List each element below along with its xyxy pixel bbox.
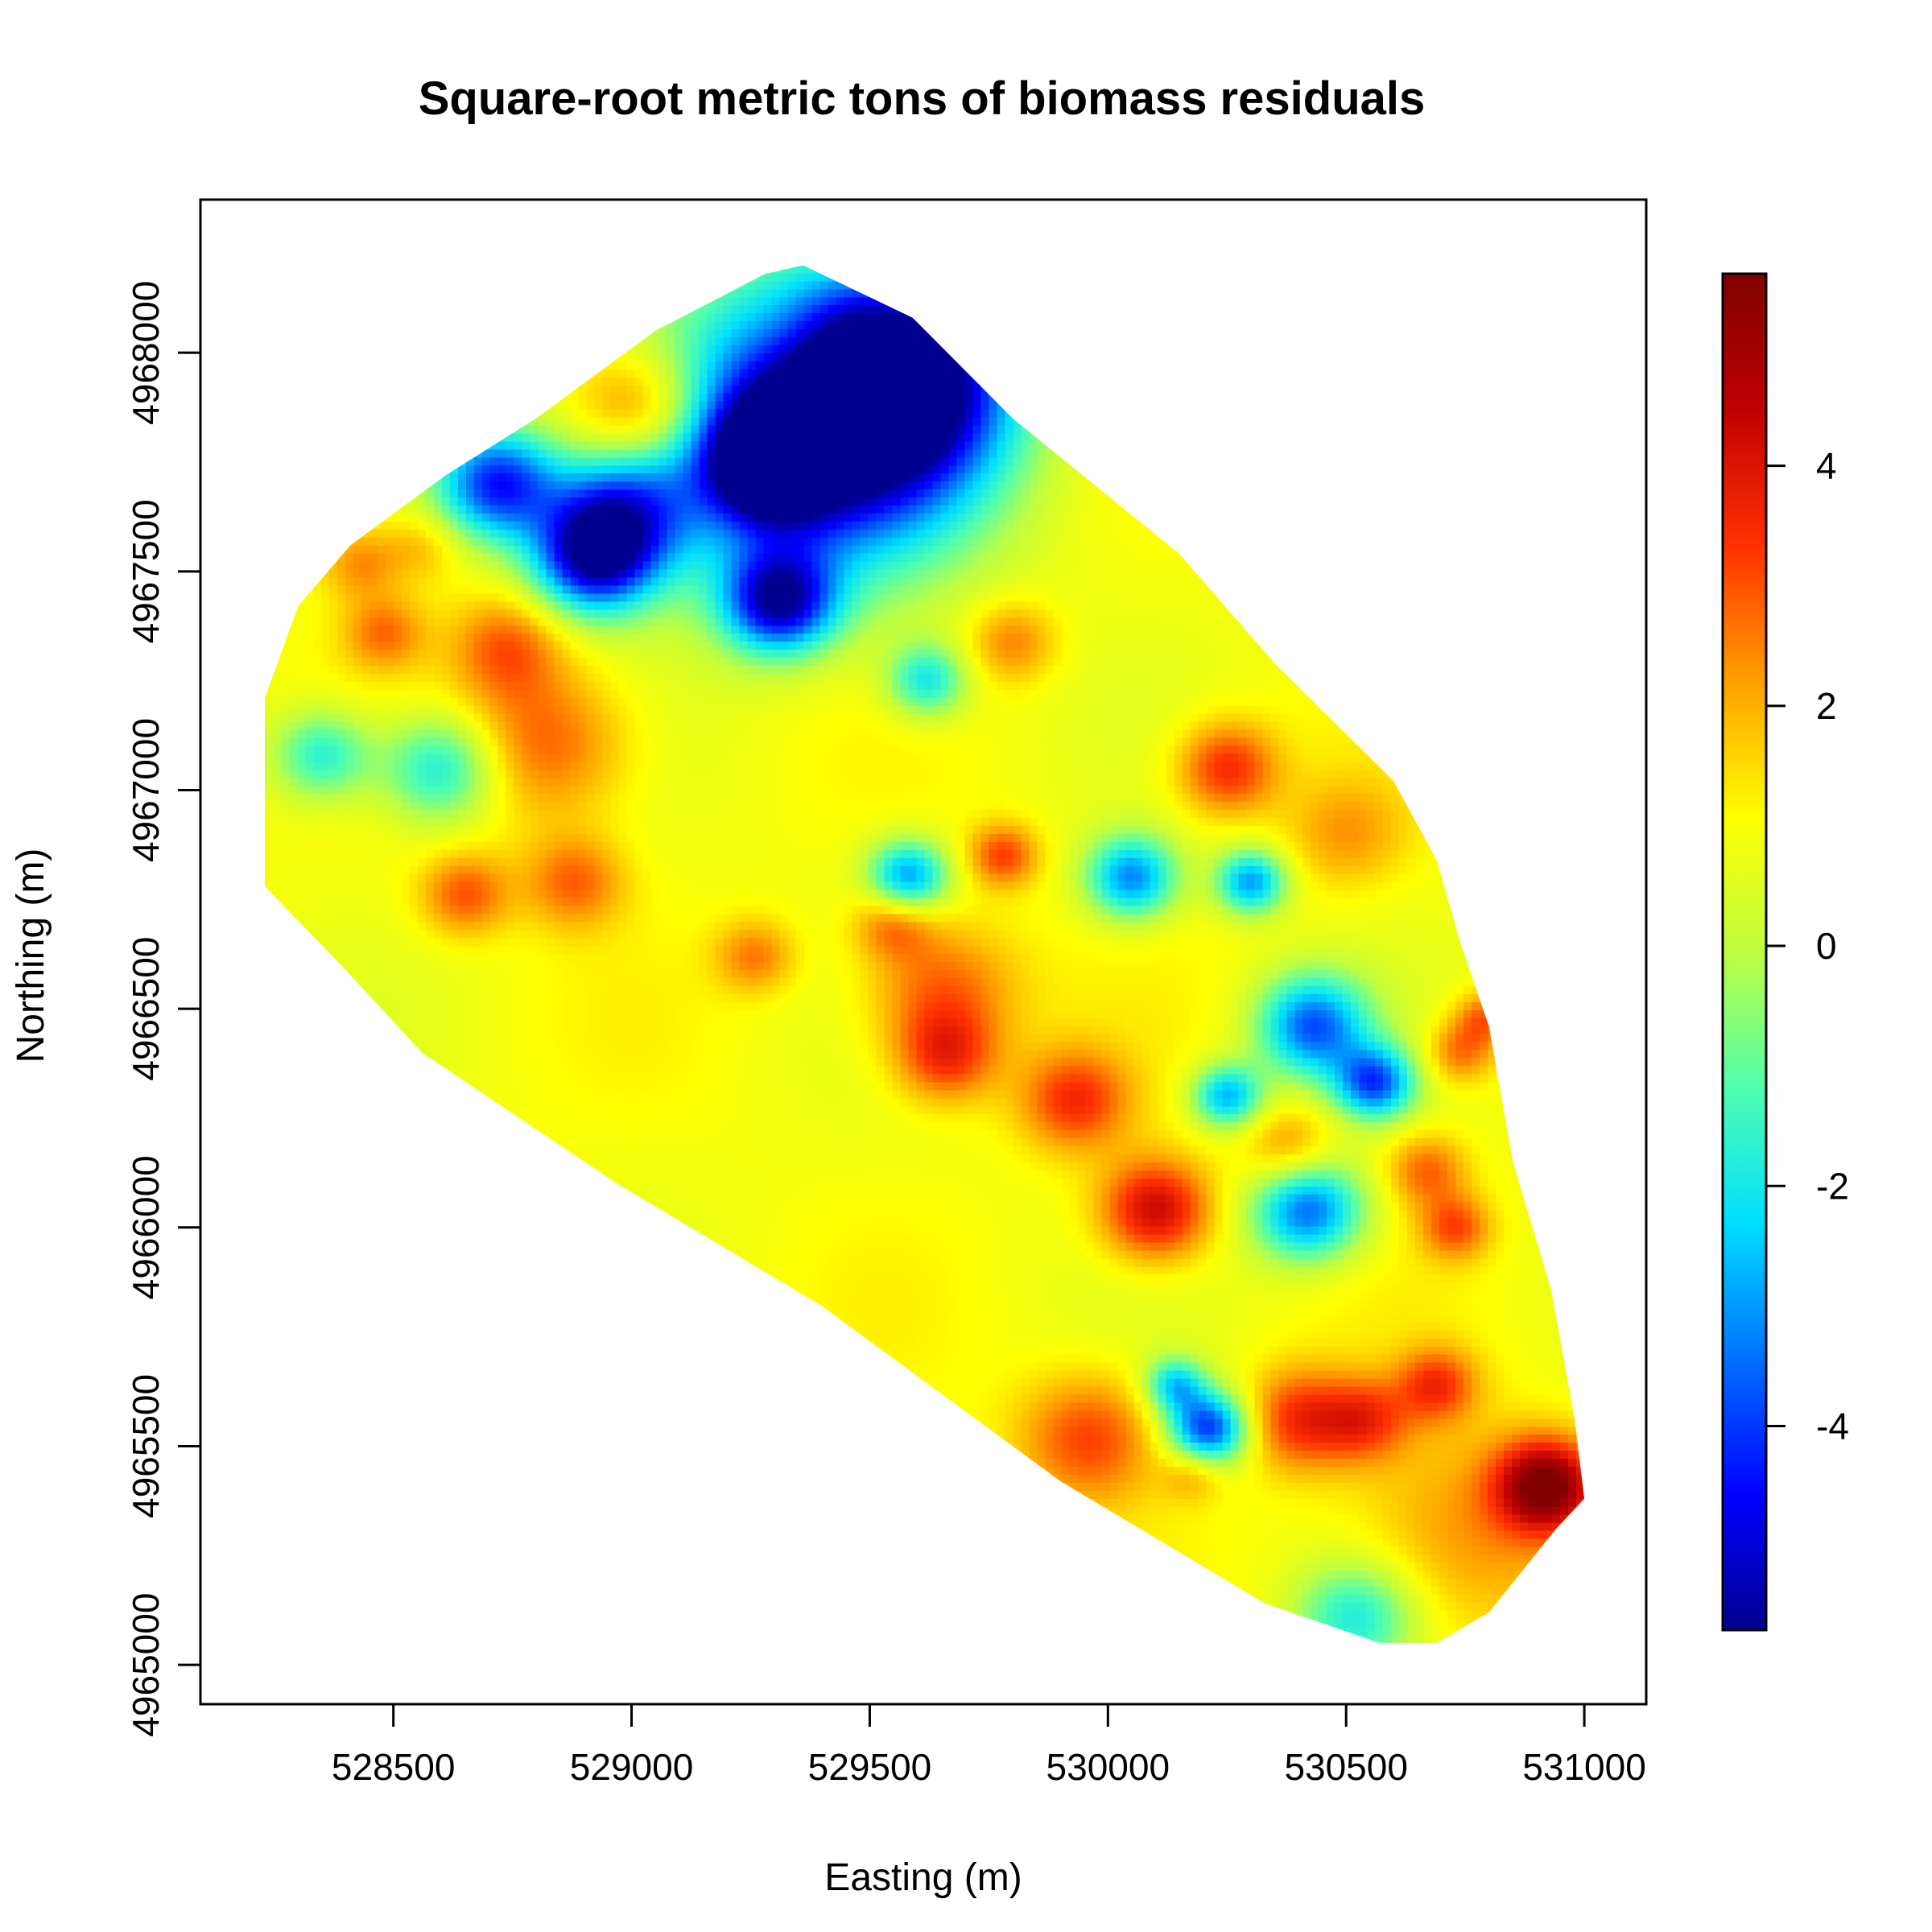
x-tick-label: 528500 (332, 1746, 456, 1788)
colorbar-tick-label: -2 (1816, 1165, 1849, 1207)
colorbar-tick-label: 2 (1816, 685, 1837, 727)
x-tick-label: 530000 (1046, 1746, 1170, 1788)
residual-raster (264, 265, 1585, 1643)
y-tick-label: 4968000 (125, 281, 167, 425)
y-axis-label: Northing (m) (10, 848, 52, 1063)
colorbar (1721, 272, 1768, 1632)
y-tick-label: 4967500 (125, 499, 167, 643)
x-tick-label: 531000 (1522, 1746, 1646, 1788)
x-tick-label: 530500 (1284, 1746, 1408, 1788)
y-tick-label: 4966000 (125, 1155, 167, 1299)
y-tick-label: 4967000 (125, 718, 167, 862)
heatmap-field (264, 265, 1585, 1643)
x-tick-label: 529500 (808, 1746, 932, 1788)
chart-title: Square-root metric tons of biomass resid… (419, 72, 1426, 125)
colorbar-tick-label: -4 (1816, 1406, 1849, 1447)
y-axis: 4965000 4965500 4966000 4966500 4967000 49675… (125, 281, 200, 1737)
x-tick-label: 529000 (570, 1746, 694, 1788)
y-tick-label: 4965500 (125, 1374, 167, 1518)
x-axis: 528500 529000 529500 530000 530500 531000 (332, 1704, 1646, 1788)
colorbar-ticks: -4 -2 0 2 4 (1766, 445, 1849, 1447)
y-tick-label: 4966500 (125, 937, 167, 1081)
colorbar-tick-label: 0 (1816, 925, 1837, 967)
plot-frame (199, 198, 1648, 1706)
colorbar-tick-label: 4 (1816, 445, 1837, 487)
y-tick-label: 4965000 (125, 1593, 167, 1737)
x-axis-label: Easting (m) (824, 1856, 1022, 1899)
